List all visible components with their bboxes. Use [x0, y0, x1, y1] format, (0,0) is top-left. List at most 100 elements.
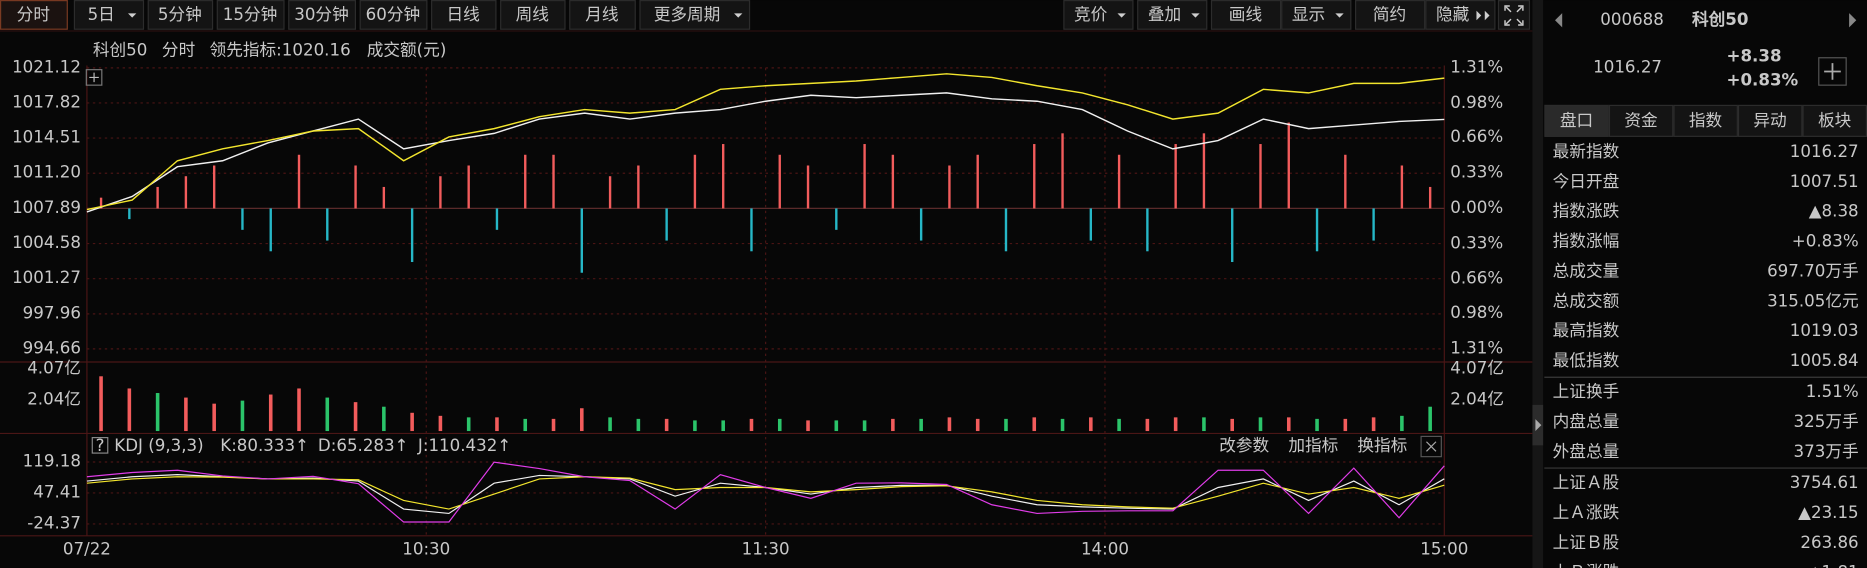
stat-label: 上Ｂ涨跌 — [1553, 563, 1620, 568]
strength-bar — [919, 208, 923, 241]
volume-bar — [551, 418, 556, 432]
period-button[interactable] — [0, 0, 68, 30]
close-button[interactable] — [1420, 435, 1442, 458]
tool-button[interactable] — [1425, 0, 1496, 30]
kdj-action[interactable]: 改参数 — [1219, 436, 1269, 455]
strength-bar — [524, 154, 527, 209]
strength-bar — [241, 208, 244, 230]
strength-bar — [212, 165, 216, 209]
volume-bar — [1428, 406, 1432, 432]
period-button[interactable] — [288, 0, 357, 30]
strength-bar — [269, 208, 272, 252]
period-button[interactable] — [359, 0, 428, 30]
volume-bar — [777, 418, 782, 432]
add-button[interactable] — [85, 69, 103, 86]
stat-value: 1016.27 — [1790, 142, 1859, 161]
tool-label: 简约 — [1373, 5, 1406, 24]
quote-tab[interactable] — [1608, 104, 1674, 137]
quote-tab-label[interactable]: 板块 — [1818, 111, 1852, 130]
volume-bar — [1004, 418, 1008, 432]
stat-value: 263.86 — [1800, 533, 1858, 552]
add-watch-button[interactable] — [1818, 57, 1847, 86]
splitter[interactable] — [1532, 0, 1544, 568]
volume-bar — [608, 417, 612, 432]
kdj-legend: D:65.283↑ — [318, 436, 409, 455]
period-button[interactable] — [431, 0, 497, 30]
kdj-tick-label: 119.18 — [23, 452, 81, 471]
y-tick-label: 1017.82 — [12, 92, 81, 111]
volume-bar — [353, 402, 358, 432]
strength-bar — [665, 208, 668, 241]
stat-label: 总成交额 — [1553, 291, 1620, 310]
strength-bar — [128, 208, 131, 220]
y2-tick-label: 0.00% — [1450, 198, 1503, 217]
stat-label: 最低指数 — [1553, 351, 1620, 370]
prev-arrow — [1555, 13, 1563, 28]
quote-tab[interactable] — [1802, 104, 1867, 137]
strength-bar — [439, 176, 442, 209]
strength-bar — [806, 165, 810, 209]
period-button[interactable] — [639, 0, 751, 30]
period-label: 周线 — [516, 5, 550, 24]
dropdown-arrow — [1117, 13, 1126, 18]
volume-bar — [184, 397, 188, 432]
volume-bar — [664, 418, 669, 432]
strength-bar — [976, 154, 979, 209]
quote-tab-label[interactable]: 指数 — [1689, 111, 1723, 130]
quote-tab-label[interactable]: 盘口 — [1560, 111, 1593, 130]
stat-label: 指数涨幅 — [1553, 232, 1620, 251]
strength-bar — [750, 208, 753, 252]
volume-bar — [382, 406, 386, 432]
tool-button[interactable] — [1355, 0, 1426, 30]
fullscreen-button[interactable] — [1497, 0, 1531, 30]
quote-tab-label[interactable]: 资金 — [1624, 111, 1658, 130]
legend-item: 分时 — [162, 41, 196, 60]
stat-label: 外盘总量 — [1553, 442, 1620, 461]
legend-item: 成交额(元) — [367, 41, 447, 60]
volume-bar — [1202, 417, 1206, 432]
kdj-action[interactable]: 加指标 — [1288, 436, 1338, 455]
volume-bar — [749, 418, 754, 432]
x-tick-label: 15:00 — [1420, 540, 1468, 559]
quote-tab[interactable] — [1737, 104, 1803, 137]
close-icon — [1426, 441, 1437, 452]
volume-bar — [636, 418, 641, 432]
stat-value: +0.83% — [1792, 232, 1859, 251]
volume-bar — [1258, 417, 1263, 432]
quote-tab-label[interactable]: 异动 — [1753, 111, 1786, 130]
stat-value: ▲8.38 — [1809, 202, 1859, 221]
help-icon[interactable]: ? — [96, 436, 105, 455]
kdj-action[interactable]: 换指标 — [1357, 436, 1407, 455]
strength-bar — [1202, 133, 1206, 209]
period-button[interactable] — [500, 0, 566, 30]
period-button[interactable] — [569, 0, 636, 30]
volume-bar — [325, 397, 330, 432]
add-icon — [89, 72, 99, 83]
quote-price: 1016.27 — [1593, 57, 1662, 76]
quote-tab[interactable] — [1544, 104, 1609, 137]
strength-bar — [1061, 133, 1064, 209]
kdj-tick-label: -24.37 — [27, 513, 81, 532]
strength-bar — [1344, 154, 1347, 209]
period-button[interactable] — [216, 0, 285, 30]
volume-bar — [891, 418, 895, 432]
tool-label: 竞价 — [1074, 5, 1108, 24]
tool-button[interactable] — [1210, 0, 1282, 30]
y-tick-label: 1011.20 — [12, 163, 81, 182]
volume-bar — [1286, 417, 1291, 432]
series-line — [86, 461, 1445, 523]
strength-bar — [1146, 208, 1149, 252]
strength-bar — [1259, 144, 1262, 209]
legend-item: 领先指标:1020.16 — [210, 41, 351, 60]
help-box[interactable] — [91, 437, 109, 454]
stat-value: 1007.51 — [1790, 172, 1859, 191]
period-button[interactable] — [147, 0, 214, 30]
tool-label: 画线 — [1229, 5, 1263, 24]
strength-bar — [1231, 208, 1234, 263]
y2-tick-label: 1.31% — [1450, 338, 1503, 357]
volume-bar — [1315, 418, 1319, 432]
volume-bar — [1173, 417, 1178, 432]
quote-tab[interactable] — [1673, 104, 1738, 137]
